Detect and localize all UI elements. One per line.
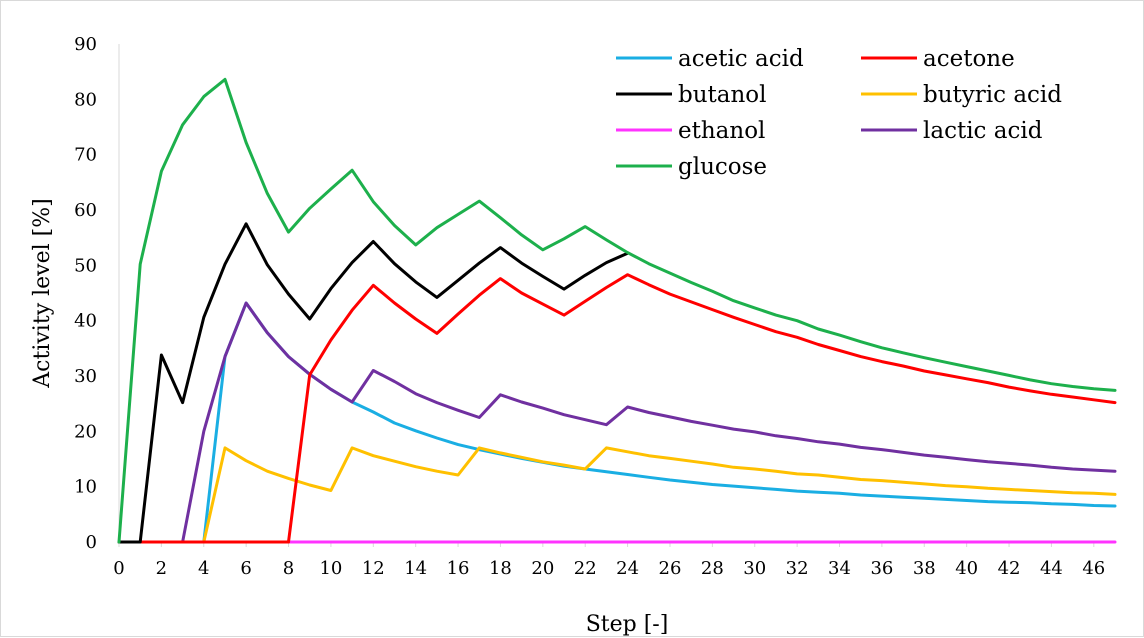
x-tick-label: 34 — [828, 558, 851, 579]
legend-label: ethanol — [678, 118, 765, 144]
x-tick-label: 10 — [319, 558, 342, 579]
x-tick-label: 38 — [913, 558, 936, 579]
legend-label: glucose — [678, 154, 767, 180]
legend-item-lactic-acid: lactic acid — [861, 118, 1043, 144]
y-tick-label: 10 — [74, 477, 97, 498]
y-tick-label: 0 — [86, 532, 97, 553]
x-tick-label: 46 — [1082, 558, 1105, 579]
x-tick-label: 42 — [998, 558, 1021, 579]
legend-label: acetone — [923, 46, 1015, 72]
x-tick-label: 0 — [113, 558, 124, 579]
x-tick-label: 22 — [574, 558, 597, 579]
y-tick-label: 50 — [74, 255, 97, 276]
series-line-acetic-acid — [117, 301, 1117, 544]
series-line-glucose — [117, 77, 1117, 544]
y-tick-label: 30 — [74, 366, 97, 387]
legend-label: acetic acid — [678, 46, 804, 72]
x-tick-label: 44 — [1040, 558, 1063, 579]
x-tick-label: 36 — [870, 558, 893, 579]
series-line-butanol — [117, 222, 630, 544]
series-line-lactic-acid — [117, 301, 1117, 544]
series-line-acetone — [117, 273, 1117, 544]
legend-label: butyric acid — [923, 82, 1062, 108]
x-tick-label: 20 — [531, 558, 554, 579]
legend-item-glucose: glucose — [616, 154, 767, 180]
y-tick-label: 60 — [74, 200, 97, 221]
x-tick-label: 28 — [701, 558, 724, 579]
x-tick-label: 30 — [743, 558, 766, 579]
x-tick-label: 40 — [955, 558, 978, 579]
x-tick-label: 18 — [489, 558, 512, 579]
series-line-butyric-acid — [117, 446, 1117, 544]
y-tick-label: 80 — [74, 89, 97, 110]
x-tick-label: 16 — [447, 558, 470, 579]
x-axis-title: Step [-] — [586, 612, 669, 637]
x-tick-label: 8 — [283, 558, 294, 579]
y-tick-label: 40 — [74, 311, 97, 332]
legend-item-butyric-acid: butyric acid — [861, 82, 1062, 108]
series-layer — [117, 77, 1117, 544]
legend-item-acetone: acetone — [861, 46, 1015, 72]
y-axis-title: Activity level [%] — [30, 198, 55, 388]
y-tick-label: 20 — [74, 421, 97, 442]
legend: acetic acid acetone butanol butyric acid eth… — [616, 46, 1062, 180]
legend-item-butanol: butanol — [616, 82, 767, 108]
y-tick-label: 90 — [74, 34, 97, 55]
legend-label: lactic acid — [923, 118, 1043, 144]
x-tick-label: 24 — [616, 558, 639, 579]
x-tick-label: 4 — [198, 558, 209, 579]
x-tick-label: 26 — [659, 558, 682, 579]
x-tick-label: 12 — [362, 558, 385, 579]
x-tick-label: 14 — [404, 558, 427, 579]
legend-label: butanol — [678, 82, 767, 108]
x-tick-label: 32 — [786, 558, 809, 579]
x-tick-label: 6 — [240, 558, 251, 579]
legend-item-ethanol: ethanol — [616, 118, 765, 144]
y-tick-label: 70 — [74, 145, 97, 166]
x-tick-label: 2 — [156, 558, 167, 579]
legend-item-acetic-acid: acetic acid — [616, 46, 804, 72]
